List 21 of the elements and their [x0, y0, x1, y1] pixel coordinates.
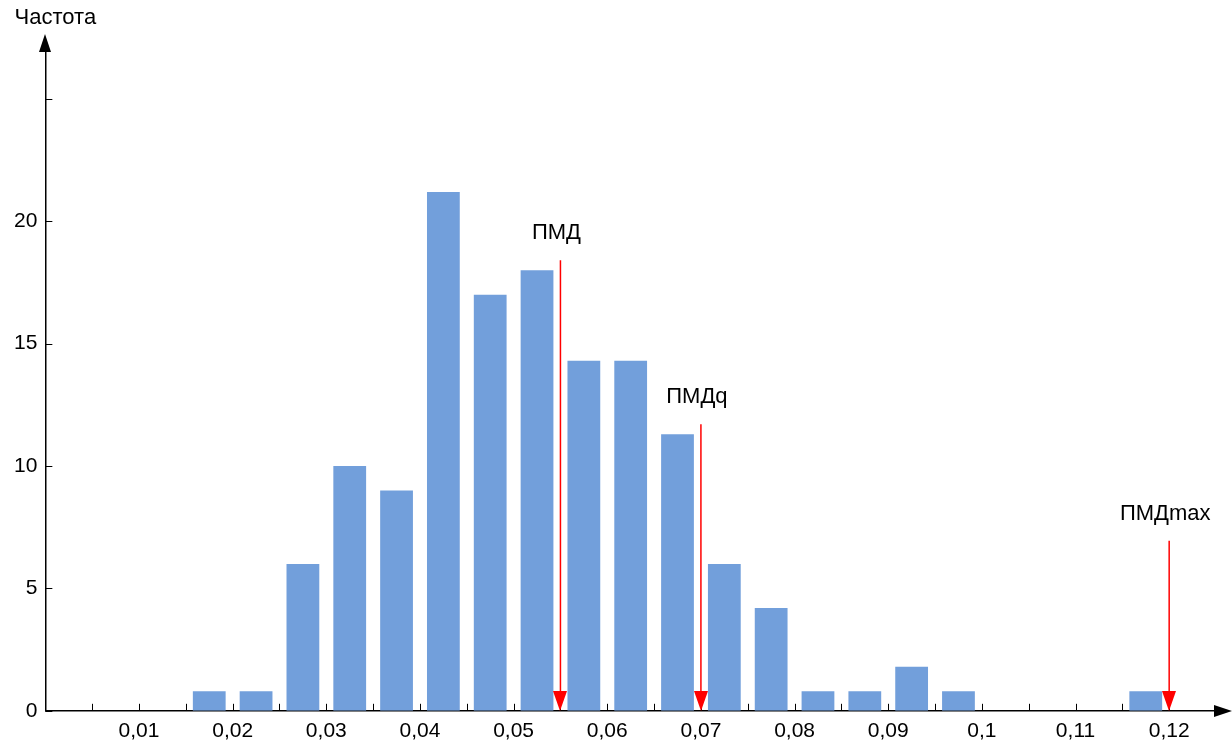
x-tick-label: 0,05 — [493, 718, 535, 742]
x-tick-label: 0,03 — [305, 718, 347, 742]
x-tick-label: 0,06 — [586, 718, 628, 742]
y-tick-label: 20 — [14, 208, 38, 232]
y-tick-label: 15 — [14, 330, 38, 354]
x-tick-label: 0,08 — [774, 718, 816, 742]
x-tick-label: 0,04 — [399, 718, 441, 742]
y-axis-title: Частота — [14, 4, 97, 30]
x-tick-label: 0,09 — [867, 718, 909, 742]
x-tick-label: 0,07 — [680, 718, 722, 742]
ref-line-label: ПМДmax — [1119, 499, 1211, 525]
ref-line-label: ПМДq — [666, 383, 728, 409]
y-tick-label: 10 — [14, 452, 38, 476]
y-tick-label: 5 — [25, 575, 38, 599]
x-tick-label: 0,11 — [1055, 718, 1096, 742]
x-tick-label: 0,01 — [118, 718, 160, 742]
x-tick-label: 0,1 — [967, 718, 997, 742]
x-tick-label: 0,02 — [212, 718, 254, 742]
ref-line-label: ПМД — [531, 219, 582, 245]
y-tick-label: 0 — [25, 697, 38, 721]
x-tick-label: 0,12 — [1148, 718, 1190, 742]
